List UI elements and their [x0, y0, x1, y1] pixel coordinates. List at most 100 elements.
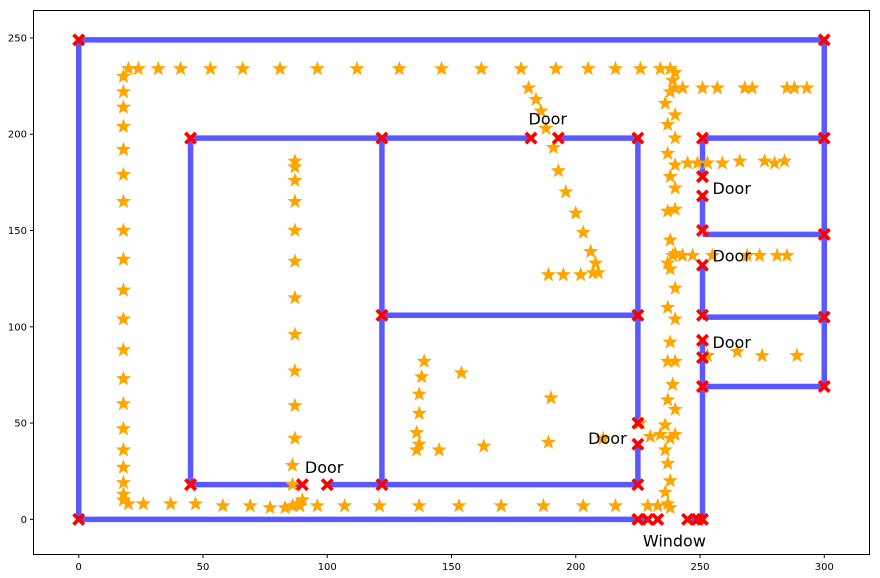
- trajectory-point: [294, 492, 310, 507]
- y-tick-label: 250: [8, 33, 27, 44]
- trajectory-point: [115, 141, 132, 157]
- wall-corner-marker: [817, 131, 831, 145]
- trajectory-point: [662, 334, 678, 349]
- trajectory-point: [667, 180, 683, 195]
- trajectory-layer: [115, 60, 815, 515]
- trajectory-point: [689, 155, 706, 170]
- trajectory-point: [699, 155, 716, 170]
- trajectory-point: [558, 184, 574, 199]
- trajectory-point: [120, 495, 137, 511]
- trajectory-point: [187, 495, 204, 511]
- trajectory-point: [130, 60, 146, 76]
- trajectory-point: [667, 280, 683, 295]
- y-tick-label: 200: [8, 130, 27, 141]
- trajectory-point: [779, 247, 795, 263]
- y-tick-label: 0: [21, 515, 27, 526]
- trajectory-point: [173, 60, 189, 76]
- trajectory-point: [667, 106, 683, 122]
- wall-corner-marker: [695, 379, 709, 393]
- trajectory-point: [287, 363, 303, 378]
- trajectory-point: [262, 499, 278, 515]
- trajectory-point: [776, 153, 793, 168]
- trajectory-point: [657, 484, 673, 499]
- trajectory-point: [660, 495, 676, 511]
- trajectory-point: [660, 455, 676, 470]
- trajectory-point: [657, 416, 673, 432]
- trajectory-point: [289, 495, 306, 511]
- trajectory-point: [115, 251, 132, 266]
- trajectory-point: [528, 91, 544, 107]
- trajectory-point: [650, 497, 666, 513]
- y-tick-label: 100: [8, 322, 27, 333]
- trajectory-point: [235, 60, 251, 76]
- wall-corner-marker: [817, 310, 831, 324]
- trajectory-point: [287, 158, 303, 174]
- trajectory-point: [115, 492, 132, 507]
- wall-corner-marker: [651, 512, 665, 526]
- trajectory-point: [660, 391, 676, 407]
- trajectory-point: [115, 370, 132, 386]
- trajectory-point: [115, 311, 132, 326]
- trajectory-point: [662, 261, 678, 276]
- trajectory-point: [667, 80, 683, 95]
- trajectory-point: [789, 347, 805, 363]
- trajectory-point: [667, 426, 683, 442]
- annotation-label: Door: [712, 333, 751, 352]
- trajectory-point: [550, 162, 566, 178]
- trajectory-point: [662, 168, 678, 184]
- trajectory-point: [667, 245, 683, 261]
- trajectory-point: [309, 60, 325, 76]
- trajectory-point: [309, 497, 325, 513]
- x-tick-label: 0: [76, 562, 82, 573]
- trajectory-point: [540, 266, 557, 282]
- trajectory-point: [662, 60, 678, 76]
- trajectory-point: [665, 72, 681, 87]
- trajectory-point: [371, 497, 388, 513]
- trajectory-point: [660, 203, 676, 218]
- trajectory-point: [115, 222, 132, 237]
- wall-corner-marker: [695, 512, 709, 526]
- trajectory-point: [411, 497, 427, 513]
- trajectory-point: [242, 497, 258, 513]
- wall-corner-marker: [681, 512, 695, 526]
- trajectory-point: [337, 497, 353, 513]
- x-tick-label: 100: [318, 562, 337, 573]
- trajectory-point: [555, 266, 571, 282]
- trajectory-point: [115, 193, 132, 209]
- trajectory-point: [115, 282, 132, 297]
- wall-corner-marker: [631, 308, 645, 322]
- trajectory-point: [284, 476, 301, 492]
- trajectory-point: [573, 266, 589, 282]
- wall-corner-marker: [641, 512, 655, 526]
- wall-corner-marker: [551, 131, 565, 145]
- wall-corner-marker: [817, 33, 831, 47]
- trajectory-point: [284, 457, 301, 472]
- trajectory-point: [277, 499, 293, 515]
- trajectory-point: [675, 80, 691, 95]
- trajectory-point: [287, 430, 303, 445]
- y-axis: 0 50 100 150 200 250: [8, 33, 34, 526]
- wall-corner-marker: [695, 258, 709, 272]
- wall-corner-marker: [375, 131, 389, 145]
- trajectory-point: [431, 442, 447, 457]
- wall-corner-marker: [72, 33, 86, 47]
- walls-layer: [75, 37, 828, 523]
- trajectory-point: [679, 155, 696, 170]
- trajectory-point: [163, 495, 179, 511]
- trajectory-point: [411, 405, 427, 420]
- wall-corner-marker: [524, 131, 538, 145]
- wall-corner-marker: [695, 333, 709, 347]
- wall-corner-marker: [631, 437, 645, 451]
- trajectory-point: [115, 118, 132, 133]
- trajectory-point: [632, 60, 648, 76]
- trajectory-point: [391, 60, 407, 76]
- trajectory-point: [640, 497, 656, 513]
- x-tick-label: 150: [442, 562, 461, 573]
- trajectory-point: [667, 64, 683, 80]
- trajectory-point: [660, 145, 676, 160]
- trajectory-point: [729, 343, 745, 359]
- trajectory-point: [694, 80, 711, 95]
- trajectory-point: [115, 442, 132, 457]
- x-tick-label: 300: [815, 562, 834, 573]
- trajectory-point: [744, 80, 760, 95]
